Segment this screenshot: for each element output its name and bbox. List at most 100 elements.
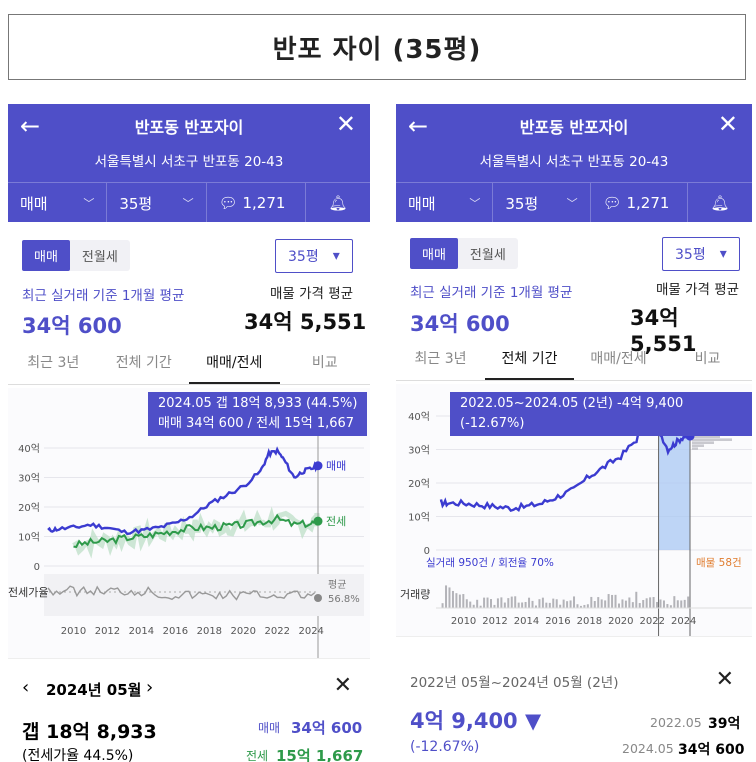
- volume-bar: [469, 601, 472, 608]
- tab-compare[interactable]: 비교: [311, 355, 338, 371]
- from-value: 39억: [708, 716, 741, 732]
- change-pct: (-12.67%): [410, 739, 480, 755]
- volume-bar: [524, 601, 527, 608]
- toggle-sale[interactable]: 매매: [22, 240, 70, 271]
- recent-value: 34억 600: [410, 312, 510, 336]
- size-select[interactable]: 35평 ▾: [275, 239, 353, 273]
- volume-bar: [441, 603, 444, 608]
- y-tick-label: 30억: [18, 473, 40, 485]
- jeonse-point: [313, 516, 323, 526]
- chart-tooltip: 2022.05~2024.05 (2년) -4억 9,400 (-12.67%): [450, 392, 752, 436]
- chart-tooltip: 2024.05 갭 18억 8,933 (44.5%) 매매 34억 600 /…: [148, 392, 368, 436]
- detail-range: 2022년 05월~2024년 05월 (2년): [410, 675, 619, 691]
- period-tabs: 최근 3년 전체 기간 매매/전세 비교: [396, 342, 752, 381]
- series-line-jeonse: [73, 513, 319, 548]
- recent-label: 최근 실거래 기준 1개월 평균: [22, 288, 185, 304]
- volume-bar: [545, 602, 548, 608]
- tab-all[interactable]: 전체 기간: [485, 342, 574, 380]
- volume-bar: [635, 591, 638, 608]
- tab-3years[interactable]: 최근 3년: [27, 355, 80, 371]
- listing-histogram-bar: [692, 441, 714, 444]
- volume-bar: [455, 593, 458, 608]
- volume-bar: [649, 597, 652, 608]
- ratio-label: 전세가율: [8, 586, 48, 599]
- size-select[interactable]: 35평 ▾: [662, 237, 740, 271]
- chevron-down-icon: ﹀: [566, 197, 578, 210]
- comment-icon: 💬︎: [218, 194, 238, 212]
- caret-down-icon: ▾: [332, 248, 340, 264]
- x-tick-label: 2018: [577, 616, 602, 627]
- ratio-avg-label: 평균: [328, 579, 346, 591]
- y-tick-label: 20억: [18, 502, 40, 514]
- volume-bar: [604, 600, 607, 608]
- close-icon[interactable]: ✕: [333, 673, 352, 698]
- size-filter-select[interactable]: 35평 ﹀: [107, 183, 207, 223]
- comments-button[interactable]: 💬︎ 1,271: [207, 183, 306, 223]
- tab-all[interactable]: 전체 기간: [115, 355, 172, 371]
- tab-compare[interactable]: 비교: [694, 351, 721, 367]
- volume-bar: [552, 598, 555, 608]
- toggle-rent[interactable]: 전월세: [469, 248, 506, 263]
- close-icon[interactable]: ✕: [715, 667, 734, 692]
- complex-name: 반포동 반포자이: [134, 118, 244, 137]
- ratio-line: [47, 585, 316, 601]
- x-tick-label: 2018: [197, 626, 222, 637]
- toggle-rent[interactable]: 전월세: [81, 250, 118, 265]
- volume-bar: [573, 596, 576, 608]
- volume-bar: [541, 597, 544, 608]
- chevron-down-icon: ﹀: [182, 197, 194, 210]
- y-tick-label: 10억: [408, 512, 430, 524]
- tab-sale-jeonse[interactable]: 매매/전세: [590, 351, 647, 367]
- volume-bar: [496, 598, 499, 608]
- volume-bar: [490, 599, 492, 608]
- volume-bar: [652, 597, 655, 608]
- deal-toggle: 매매 전월세: [410, 238, 518, 269]
- volume-bar: [510, 596, 513, 608]
- deal-type-select[interactable]: 매매 ﹀: [8, 183, 108, 223]
- detail-jeonse-value: 15억 1,667: [276, 747, 364, 762]
- recent-label: 최근 실거래 기준 1개월 평균: [410, 285, 573, 301]
- to-date: 2024.05: [622, 741, 674, 756]
- y-tick-label: 10억: [18, 532, 40, 544]
- volume-bar: [517, 602, 520, 608]
- filter-bar: 매매 ﹀ 35평 ﹀ 💬︎ 1,271 🔔︎: [8, 182, 370, 223]
- size-filter-select[interactable]: 35평 ﹀: [493, 183, 591, 223]
- toggle-sale[interactable]: 매매: [410, 238, 458, 269]
- bell-icon[interactable]: 🔔︎: [328, 194, 348, 212]
- recent-value: 34억 600: [22, 314, 122, 338]
- volume-label: 거래량: [400, 588, 430, 601]
- volume-bar: [680, 600, 683, 608]
- to-value: 34억 600: [678, 742, 745, 758]
- prev-month-icon[interactable]: ‹: [22, 677, 30, 698]
- volume-bar: [638, 603, 641, 608]
- deal-type-select[interactable]: 매매 ﹀: [396, 183, 494, 223]
- volume-bar: [579, 605, 582, 608]
- listing-label: 매물 가격 평균: [270, 286, 354, 302]
- tab-3years[interactable]: 최근 3년: [414, 351, 467, 367]
- bell-icon[interactable]: 🔔︎: [710, 194, 730, 212]
- arrow-left-icon[interactable]: ←: [408, 112, 429, 140]
- volume-bar: [462, 594, 465, 608]
- comments-button[interactable]: 💬︎ 1,271: [591, 183, 688, 223]
- volume-bar: [614, 594, 617, 608]
- arrow-left-icon[interactable]: ←: [20, 112, 41, 140]
- volume-bar: [624, 600, 627, 608]
- volume-bar: [628, 597, 631, 608]
- x-tick-label: 2012: [95, 626, 120, 637]
- tab-sale-jeonse[interactable]: 매매/전세: [189, 346, 280, 384]
- y-tick-label: 0: [424, 546, 430, 557]
- volume-bar: [600, 599, 603, 608]
- app-header: ← 반포동 반포자이 ✕ 서울특별시 서초구 반포동 20-43 매매 ﹀ 35평…: [8, 104, 370, 223]
- volume-bar: [676, 600, 679, 608]
- volume-bar: [507, 598, 510, 608]
- volume-bar: [669, 605, 672, 608]
- next-month-icon[interactable]: ›: [146, 677, 154, 698]
- period-tabs: 최근 3년 전체 기간 매매/전세 비교: [8, 346, 370, 385]
- close-icon[interactable]: ✕: [717, 110, 738, 138]
- volume-bar: [562, 599, 565, 608]
- ratio-value: (전세가율 44.5%): [22, 748, 134, 762]
- close-icon[interactable]: ✕: [335, 110, 356, 138]
- volume-bar: [666, 604, 669, 608]
- detail-panel: 2022년 05월~2024년 05월 (2년) ✕ 4억 9,400 ▼ (-…: [396, 636, 752, 762]
